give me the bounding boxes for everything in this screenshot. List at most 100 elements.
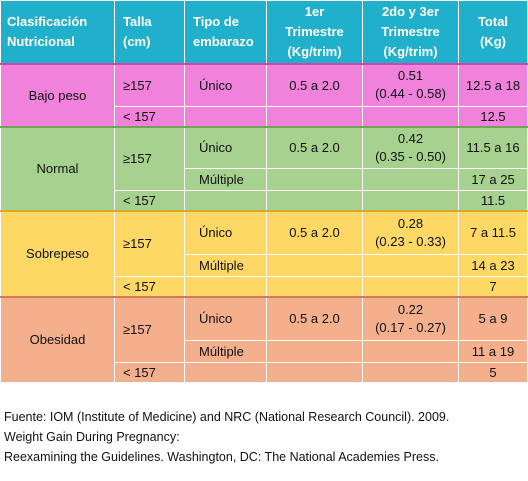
header-text: embarazo (193, 33, 254, 49)
header-total: Total (Kg) (458, 0, 528, 64)
t2-cell (362, 276, 459, 297)
t2-cell (362, 190, 459, 211)
header-tipo: Tipo de embarazo (184, 0, 267, 64)
tipo-cell (184, 362, 267, 383)
tipo-cell: Único (184, 209, 267, 255)
t2-range: (0.44 - 0.58) (375, 86, 446, 102)
t1-cell: 0.5 a 2.0 (266, 295, 363, 341)
header-row: Clasificación Nutricional Talla (cm) Tip… (0, 0, 528, 64)
header-text: (Kg) (480, 33, 506, 49)
t1-cell (266, 168, 363, 191)
total-cell: 17 a 25 (458, 168, 528, 191)
table-row: Múltiple 11 a 19 (1, 340, 528, 363)
total-cell: 12.5 (458, 106, 528, 127)
header-clasificacion: Clasificación Nutricional (0, 0, 115, 64)
total-cell: 11.5 a 16 (458, 125, 528, 169)
table-row: Obesidad ≥157 Único 0.5 a 2.0 0.22 (0.17… (0, 295, 528, 383)
t2-cell (362, 362, 459, 383)
total-cell: 5 a 9 (458, 295, 528, 341)
weight-gain-table: Clasificación Nutricional Talla (cm) Tip… (0, 0, 528, 383)
table-row: Bajo peso ≥157 Único 0.5 a 2.0 0.51 (0.4… (0, 62, 528, 127)
table-row: Sobrepeso ≥157 Único 0.5 a 2.0 0.28 (0.2… (0, 209, 528, 297)
t1-cell (266, 254, 363, 277)
source-line: Fuente: IOM (Institute of Medicine) and … (4, 410, 450, 424)
t2-cell (362, 106, 459, 127)
t2-cell: 0.22 (0.17 - 0.27) (362, 295, 459, 341)
t1-cell (266, 340, 363, 363)
header-text: Trimestre (381, 23, 440, 39)
talla-cell: ≥157 (114, 125, 185, 191)
t1-cell (266, 276, 363, 297)
t2-range: (0.17 - 0.27) (375, 319, 446, 335)
tipo-cell (184, 106, 267, 127)
t2-value: 0.42 (397, 130, 424, 146)
category-normal: Normal (0, 125, 115, 211)
total-cell: 14 a 23 (458, 254, 528, 277)
table-row: Múltiple 17 a 25 (1, 168, 528, 191)
total-cell: 5 (458, 362, 528, 383)
talla-cell: ≥157 (114, 295, 185, 363)
header-text: Clasificación (7, 13, 88, 29)
header-1er-trimestre: 1er Trimestre (Kg/trim) (266, 0, 363, 64)
header-text: (Kg/trim) (383, 43, 438, 59)
t2-value: 0.22 (397, 301, 424, 317)
header-text: Talla (123, 13, 152, 29)
source-note: Fuente: IOM (Institute of Medicine) and … (4, 407, 526, 467)
table-row: < 157 7 (1, 276, 528, 297)
talla-cell: < 157 (114, 190, 185, 211)
table-row: < 157 5 (1, 362, 528, 383)
header-text: Total (477, 13, 509, 29)
header-text: (cm) (123, 33, 151, 49)
t2-cell (362, 168, 459, 191)
table-row: < 157 11.5 (1, 190, 528, 211)
t2-cell: 0.42 (0.35 - 0.50) (362, 125, 459, 169)
t2-value: 0.28 (397, 215, 424, 231)
total-cell: 7 (458, 276, 528, 297)
t2-range: (0.35 - 0.50) (375, 148, 446, 164)
header-talla: Talla (cm) (114, 0, 185, 64)
header-text: 2do y 3er (381, 3, 440, 19)
total-cell: 7 a 11.5 (458, 209, 528, 255)
header-2do-3er-trimestre: 2do y 3er Trimestre (Kg/trim) (362, 0, 459, 64)
tipo-cell: Único (184, 125, 267, 169)
source-line: Reexamining the Guidelines. Washington, … (4, 450, 439, 464)
header-text: Trimestre (285, 23, 344, 39)
header-text: Nutricional (7, 33, 75, 49)
t1-cell: 0.5 a 2.0 (266, 62, 363, 107)
tipo-cell: Múltiple (184, 254, 267, 277)
category-obesidad: Obesidad (0, 295, 115, 383)
t2-cell (362, 254, 459, 277)
t1-cell: 0.5 a 2.0 (266, 125, 363, 169)
talla-cell: ≥157 (114, 209, 185, 277)
tipo-cell: Múltiple (184, 340, 267, 363)
tipo-cell: Múltiple (184, 168, 267, 191)
category-sobrepeso: Sobrepeso (0, 209, 115, 297)
tipo-cell (184, 190, 267, 211)
t1-cell (266, 190, 363, 211)
t2-cell: 0.51 (0.44 - 0.58) (362, 62, 459, 107)
category-bajo-peso: Bajo peso (0, 62, 115, 127)
t2-cell: 0.28 (0.23 - 0.33) (362, 209, 459, 255)
source-line: Weight Gain During Pregnancy: (4, 430, 180, 444)
t2-value: 0.51 (397, 68, 424, 84)
t2-range: (0.23 - 0.33) (375, 233, 446, 249)
t1-cell: 0.5 a 2.0 (266, 209, 363, 255)
tipo-cell (184, 276, 267, 297)
talla-cell: ≥157 (114, 62, 185, 107)
header-text: (Kg/trim) (287, 43, 342, 59)
t1-cell (266, 362, 363, 383)
t2-cell (362, 340, 459, 363)
total-cell: 11.5 (458, 190, 528, 211)
header-text: 1er (304, 3, 325, 19)
t1-cell (266, 106, 363, 127)
talla-cell: < 157 (114, 362, 185, 383)
tipo-cell: Único (184, 295, 267, 341)
tipo-cell: Único (184, 62, 267, 107)
talla-cell: < 157 (114, 276, 185, 297)
talla-cell: < 157 (114, 106, 185, 127)
header-text: Tipo de (193, 13, 239, 29)
total-cell: 12.5 a 18 (458, 62, 528, 107)
total-cell: 11 a 19 (458, 340, 528, 363)
table-row: Normal ≥157 Único 0.5 a 2.0 0.42 (0.35 -… (0, 125, 528, 211)
